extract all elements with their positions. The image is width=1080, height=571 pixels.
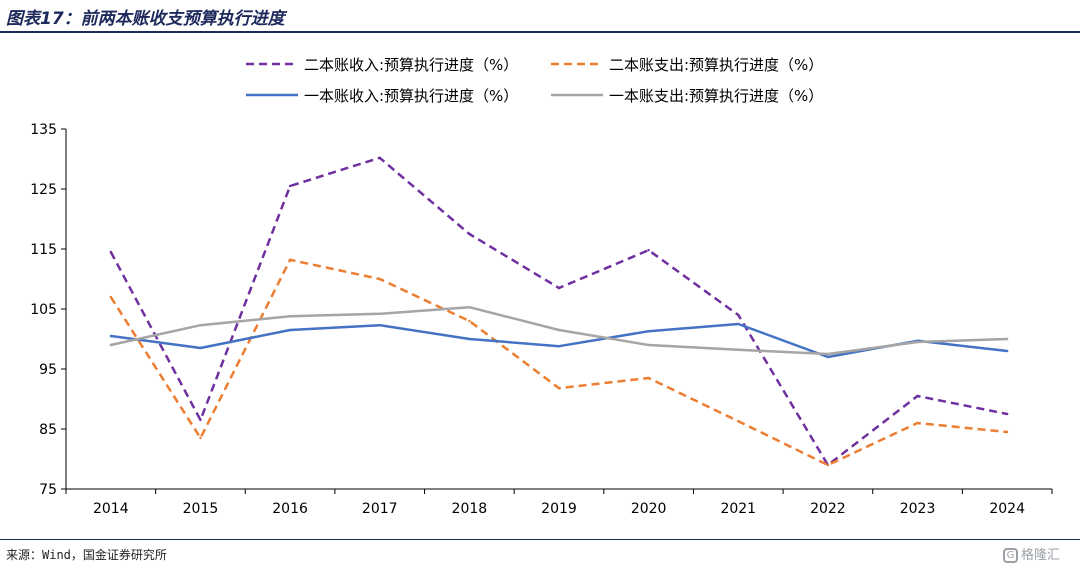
data-point bbox=[109, 334, 113, 338]
x-tick-label: 2021 bbox=[720, 501, 756, 517]
data-point bbox=[1005, 349, 1009, 353]
data-point bbox=[647, 376, 650, 380]
x-tick-label: 2023 bbox=[900, 501, 936, 517]
data-point bbox=[647, 330, 650, 333]
data-point bbox=[288, 184, 292, 188]
source-note: 来源：Wind，国金证券研究所 bbox=[6, 548, 167, 562]
data-point bbox=[916, 421, 919, 425]
y-tick-label: 95 bbox=[39, 362, 57, 378]
data-point bbox=[199, 418, 202, 422]
x-tick-label: 2018 bbox=[452, 501, 488, 517]
data-point bbox=[109, 295, 113, 299]
data-point bbox=[1005, 430, 1009, 434]
chart-group: 75 85 95 105 115 125 135 2014 2015 2016 2017 2018 20… bbox=[30, 56, 1053, 517]
legend-label-4: 一本账支出:预算执行进度（%） bbox=[609, 87, 823, 105]
data-point bbox=[378, 156, 381, 159]
legend-label-1: 二本账收入:预算执行进度（%） bbox=[304, 56, 518, 74]
y-tick-label: 135 bbox=[30, 122, 57, 138]
data-point bbox=[737, 420, 740, 423]
data-point bbox=[378, 324, 381, 327]
x-tick-label: 2015 bbox=[183, 501, 219, 517]
data-point bbox=[109, 250, 113, 254]
data-point bbox=[199, 346, 202, 350]
x-tick-label: 2020 bbox=[631, 501, 667, 517]
title-bar: 图表17：前两本账收支预算执行进度 bbox=[0, 0, 1080, 30]
logo-text: 格隆汇 bbox=[1021, 548, 1061, 563]
x-tick-label: 2024 bbox=[989, 501, 1025, 517]
x-tick-label: 2017 bbox=[362, 501, 398, 517]
data-point bbox=[468, 337, 471, 341]
y-tick-label: 125 bbox=[30, 182, 57, 198]
chart-title: 图表17：前两本账收支预算执行进度 bbox=[6, 9, 285, 29]
data-point bbox=[468, 319, 471, 323]
x-tick-label: 2019 bbox=[541, 501, 577, 517]
data-point bbox=[468, 306, 471, 309]
series-line-1 bbox=[109, 156, 1008, 467]
data-point bbox=[109, 343, 113, 347]
data-point bbox=[557, 286, 561, 290]
data-point bbox=[378, 277, 381, 281]
data-point bbox=[288, 328, 292, 332]
y-tick-label: 115 bbox=[30, 242, 57, 258]
data-point bbox=[737, 348, 740, 351]
data-point bbox=[916, 394, 919, 398]
x-tick-label: 2022 bbox=[810, 501, 846, 517]
data-point bbox=[737, 313, 740, 317]
data-point bbox=[1005, 412, 1009, 416]
watermark-logo: G 格隆汇 bbox=[1003, 544, 1060, 563]
data-point bbox=[468, 232, 471, 236]
data-point bbox=[288, 315, 292, 318]
legend-label-3: 一本账收入:预算执行进度（%） bbox=[304, 87, 518, 105]
data-point bbox=[288, 258, 292, 261]
data-point bbox=[916, 340, 919, 344]
data-point bbox=[199, 436, 202, 440]
y-tick-label: 105 bbox=[30, 302, 57, 318]
x-tick-label: 2016 bbox=[272, 501, 308, 517]
data-point bbox=[199, 324, 202, 327]
logo-icon: G bbox=[1003, 548, 1018, 563]
data-point bbox=[647, 343, 650, 347]
x-tick-label: 2014 bbox=[93, 501, 129, 517]
data-point bbox=[826, 352, 830, 356]
data-point bbox=[557, 387, 561, 390]
data-point bbox=[1005, 337, 1009, 341]
top-rule bbox=[0, 31, 1080, 33]
bottom-rule bbox=[0, 539, 1080, 540]
data-point bbox=[737, 322, 740, 326]
y-tick-label: 85 bbox=[39, 422, 57, 438]
line-chart: 75 85 95 105 115 125 135 2014 2015 2016 2017 2018 20… bbox=[30, 56, 1053, 517]
data-point bbox=[378, 312, 381, 315]
data-point bbox=[647, 249, 650, 252]
data-point bbox=[557, 345, 561, 348]
y-tick-label: 75 bbox=[39, 482, 57, 498]
data-point bbox=[826, 463, 830, 467]
legend-label-2: 二本账支出:预算执行进度（%） bbox=[609, 56, 823, 74]
data-point bbox=[557, 328, 561, 332]
data-point bbox=[826, 355, 830, 359]
series-line-2 bbox=[109, 258, 1008, 467]
